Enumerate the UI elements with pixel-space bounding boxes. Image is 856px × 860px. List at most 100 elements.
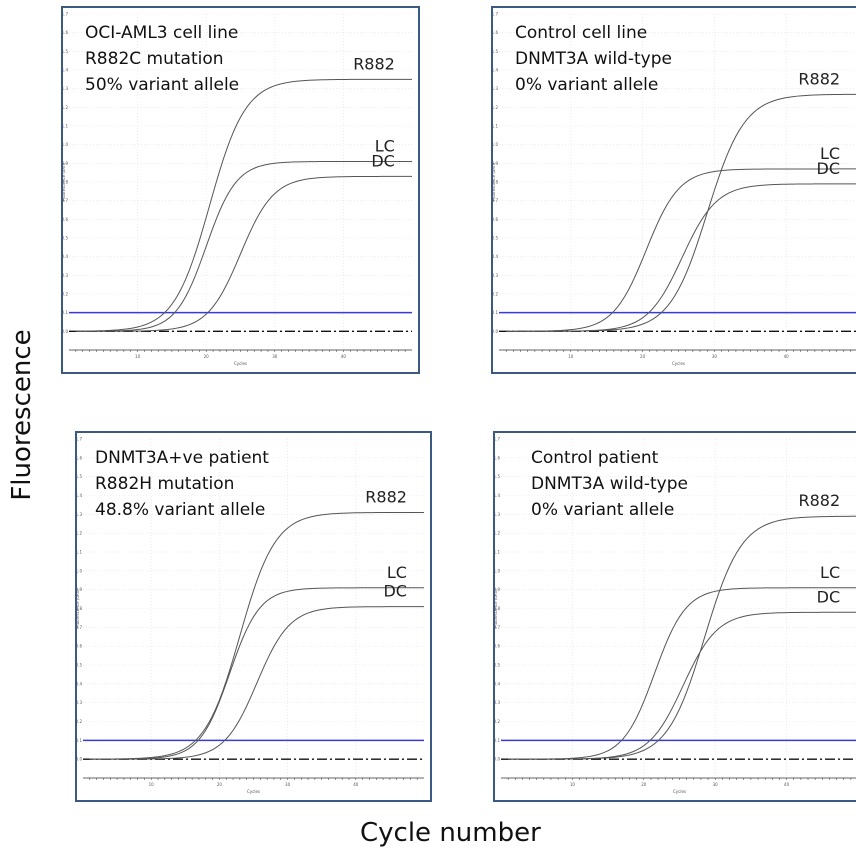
y-tick-label: 0.2 bbox=[63, 292, 68, 297]
y-tick-label: 1.5 bbox=[63, 49, 68, 54]
series-line-r882 bbox=[508, 515, 856, 760]
y-tick-label: 0.8 bbox=[493, 180, 498, 185]
x-tick-label: 40 bbox=[784, 354, 790, 359]
y-tick-label: 0.3 bbox=[493, 273, 498, 278]
y-tick-label: 0.6 bbox=[77, 644, 82, 649]
annotation-line-1: OCI-AML3 cell line bbox=[85, 23, 239, 43]
x-tick-label: 30 bbox=[713, 782, 719, 787]
y-tick-label: 1.6 bbox=[495, 455, 500, 460]
series-line-dc bbox=[89, 606, 424, 760]
y-tick-label: 1.5 bbox=[495, 474, 500, 479]
y-tick-label: 0.1 bbox=[493, 310, 498, 315]
y-tick-label: 1.7 bbox=[77, 437, 82, 442]
y-tick-label: 0.8 bbox=[63, 180, 68, 185]
y-tick-label: 1.0 bbox=[77, 568, 82, 573]
series-line-dc bbox=[508, 611, 856, 760]
series-label-lc: LC bbox=[387, 563, 407, 582]
y-tick-label: 0.7 bbox=[63, 198, 68, 203]
y-tick-label: 1.1 bbox=[495, 550, 500, 555]
y-tick-label: 0.9 bbox=[495, 587, 500, 592]
series-label-dc: DC bbox=[817, 159, 841, 178]
y-tick-label: 0.0 bbox=[495, 757, 500, 762]
annotation-line-1: Control cell line bbox=[515, 23, 648, 43]
y-tick-label: 1.1 bbox=[77, 550, 82, 555]
y-tick-label: 0.8 bbox=[495, 606, 500, 611]
y-tick-label: 1.7 bbox=[493, 12, 498, 17]
y-tick-label: 0.3 bbox=[495, 700, 500, 705]
y-tick-label: 1.2 bbox=[63, 105, 68, 110]
y-tick-label: 1.5 bbox=[493, 49, 498, 54]
y-tick-label: 0.5 bbox=[63, 236, 68, 241]
x-axis-label: Cycles bbox=[673, 789, 686, 794]
y-tick-label: 0.6 bbox=[495, 644, 500, 649]
y-tick-label: 1.3 bbox=[493, 86, 498, 91]
y-tick-label: 0.1 bbox=[63, 310, 68, 315]
panel-annotation: Control patient DNMT3A wild-type 0% vari… bbox=[531, 445, 688, 523]
y-axis-label: Fluorescence (dRn) bbox=[63, 162, 66, 201]
chart-panel-control-patient: 0.0 0.1 0.2 0.3 0.4 0.5 0.6 0.7 0.8 0.9 1.0 1.1 1.2 1… bbox=[493, 431, 856, 802]
amplification-plot: 0.0 0.1 0.2 0.3 0.4 0.5 0.6 0.7 0.8 0.9 1.0 1.1 1.2 1… bbox=[63, 12, 413, 366]
y-tick-label: 1.7 bbox=[63, 12, 68, 17]
y-tick-label: 0.4 bbox=[63, 254, 68, 259]
x-axis-label: Cycles bbox=[672, 361, 685, 366]
annotation-line-3: 0% variant allele bbox=[531, 500, 675, 520]
figure-y-axis-label: Fluorescence bbox=[7, 329, 37, 501]
chart-panel-dnmt3a-patient: 0.0 0.1 0.2 0.3 0.4 0.5 0.6 0.7 0.8 0.9 1.0 1.1 1.2 1… bbox=[75, 431, 432, 802]
annotation-line-2: R882H mutation bbox=[95, 474, 235, 494]
series-label-lc: LC bbox=[820, 563, 840, 582]
x-tick-label: 20 bbox=[217, 782, 223, 787]
y-tick-label: 1.6 bbox=[63, 30, 68, 35]
series-line-r882 bbox=[89, 511, 424, 760]
y-tick-label: 0.4 bbox=[495, 681, 500, 686]
series-line-r882 bbox=[506, 93, 856, 332]
y-tick-label: 1.4 bbox=[493, 68, 498, 73]
x-tick-label: 10 bbox=[135, 354, 141, 359]
y-tick-label: 0.7 bbox=[495, 625, 500, 630]
annotation-line-3: 48.8% variant allele bbox=[95, 500, 266, 520]
y-axis-label: Fluorescence (dRn) bbox=[77, 589, 80, 628]
y-tick-label: 0.2 bbox=[495, 719, 500, 724]
amplification-plot: 0.0 0.1 0.2 0.3 0.4 0.5 0.6 0.7 0.8 0.9 1.0 1.1 1.2 1… bbox=[495, 437, 856, 794]
y-tick-label: 0.5 bbox=[495, 663, 500, 668]
annotation-line-1: Control patient bbox=[531, 448, 659, 468]
figure-x-axis-label: Cycle number bbox=[360, 818, 541, 848]
x-tick-label: 20 bbox=[204, 354, 210, 359]
panel-annotation: DNMT3A+ve patient R882H mutation 48.8% v… bbox=[95, 445, 269, 523]
y-axis-label: Fluorescence (dRn) bbox=[495, 589, 498, 628]
y-tick-label: 0.7 bbox=[493, 198, 498, 203]
amplification-plot: 0.0 0.1 0.2 0.3 0.4 0.5 0.6 0.7 0.8 0.9 1.0 1.1 1.2 1… bbox=[77, 437, 424, 794]
series-label-r882: R882 bbox=[798, 69, 840, 88]
series-line-lc bbox=[508, 587, 856, 760]
series-label-lc: LC bbox=[820, 144, 840, 163]
y-tick-label: 0.9 bbox=[77, 587, 82, 592]
y-tick-label: 1.0 bbox=[63, 142, 68, 147]
annotation-line-3: 0% variant allele bbox=[515, 75, 659, 95]
y-tick-label: 0.4 bbox=[493, 254, 498, 259]
y-tick-label: 0.9 bbox=[63, 161, 68, 166]
y-tick-label: 0.4 bbox=[77, 681, 82, 686]
chart-panel-oci-aml3: 0.0 0.1 0.2 0.3 0.4 0.5 0.6 0.7 0.8 0.9 1.0 1.1 1.2 1… bbox=[61, 6, 420, 374]
series-line-lc bbox=[89, 587, 424, 760]
panel-annotation: Control cell line DNMT3A wild-type 0% va… bbox=[515, 20, 672, 98]
y-tick-label: 1.1 bbox=[63, 124, 68, 129]
y-tick-label: 0.2 bbox=[77, 719, 82, 724]
y-tick-label: 1.1 bbox=[493, 124, 498, 129]
series-label-r882: R882 bbox=[798, 491, 840, 510]
x-axis-label: Cycles bbox=[234, 361, 247, 366]
y-tick-label: 0.2 bbox=[493, 292, 498, 297]
y-tick-label: 0.3 bbox=[63, 273, 68, 278]
y-tick-label: 1.4 bbox=[495, 493, 500, 498]
series-line-r882 bbox=[75, 78, 412, 332]
series-label-r882: R882 bbox=[365, 487, 407, 506]
y-tick-label: 1.3 bbox=[63, 86, 68, 91]
series-label-lc: LC bbox=[375, 136, 395, 155]
x-tick-label: 10 bbox=[570, 782, 576, 787]
x-tick-label: 40 bbox=[353, 782, 359, 787]
y-tick-label: 0.0 bbox=[63, 329, 68, 334]
x-axis-label: Cycles bbox=[247, 789, 260, 794]
y-tick-label: 1.0 bbox=[493, 142, 498, 147]
y-tick-label: 1.4 bbox=[63, 68, 68, 73]
y-tick-label: 0.3 bbox=[77, 700, 82, 705]
y-axis-label: Fluorescence (dRn) bbox=[493, 162, 496, 201]
x-tick-label: 40 bbox=[784, 782, 790, 787]
